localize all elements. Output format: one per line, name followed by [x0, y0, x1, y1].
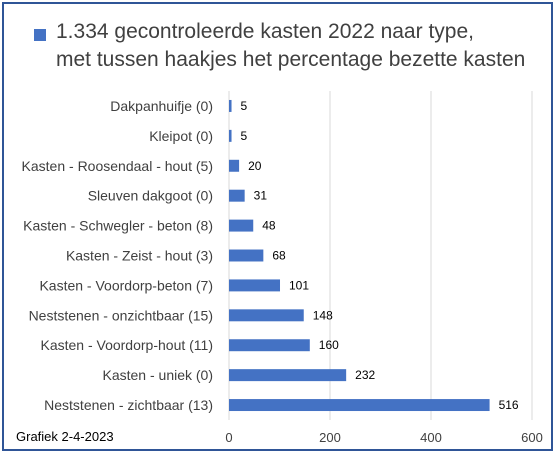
category-label: Kleipot (0): [149, 128, 213, 144]
x-tick-label: 400: [420, 430, 442, 445]
category-label: Kasten - Voordorp-beton (7): [39, 277, 213, 293]
bar: [229, 159, 240, 172]
bar: [229, 189, 245, 202]
data-label: 516: [499, 398, 519, 412]
x-tick-label: 600: [521, 430, 543, 445]
bar: [229, 339, 310, 352]
data-label: 48: [262, 219, 276, 233]
data-label: 20: [248, 159, 262, 173]
bar: [229, 249, 264, 262]
bar: [229, 129, 232, 142]
x-tick-label: 0: [225, 430, 232, 445]
category-label: Kasten - Zeist - hout (3): [66, 248, 213, 264]
category-labels: Dakpanhuifje (0) Kleipot (0) Kasten - Roos…: [22, 98, 213, 413]
bars: [229, 99, 490, 412]
data-label: 5: [241, 99, 248, 113]
data-label: 148: [313, 308, 333, 322]
bar: [229, 99, 232, 112]
data-label: 101: [289, 278, 309, 292]
footer-date: Grafiek 2-4-2023: [16, 429, 114, 444]
category-label: Sleuven dakgoot (0): [88, 188, 213, 204]
category-label: Kasten - Voordorp-hout (11): [40, 337, 213, 353]
title-line-1: 1.334 gecontroleerde kasten 2022 naar ty…: [56, 20, 474, 43]
category-label: Neststenen - onzichtbaar (15): [29, 307, 213, 323]
x-tick-label: 200: [319, 430, 341, 445]
data-label: 68: [272, 249, 286, 263]
category-label: Kasten - Schwegler - beton (8): [23, 218, 213, 234]
data-labels: 5 5 20 31 48 68 101 148 160 232 516: [241, 99, 519, 412]
data-label: 5: [241, 129, 248, 143]
x-axis-ticks: 0 200 400 600: [225, 430, 542, 445]
data-label: 160: [319, 338, 339, 352]
data-label: 232: [355, 368, 375, 382]
legend-square-icon: [34, 29, 46, 41]
data-label: 31: [254, 189, 268, 203]
bar: [229, 309, 304, 322]
title-line-2: met tussen haakjes het percentage bezett…: [56, 48, 526, 71]
bar: [229, 219, 254, 232]
bar: [229, 369, 347, 382]
category-label: Kasten - uniek (0): [103, 367, 214, 383]
bar: [229, 399, 490, 412]
category-label: Kasten - Roosendaal - hout (5): [22, 158, 213, 174]
category-label: Neststenen - zichtbaar (13): [44, 397, 213, 413]
bar: [229, 279, 281, 292]
category-label: Dakpanhuifje (0): [110, 98, 213, 114]
